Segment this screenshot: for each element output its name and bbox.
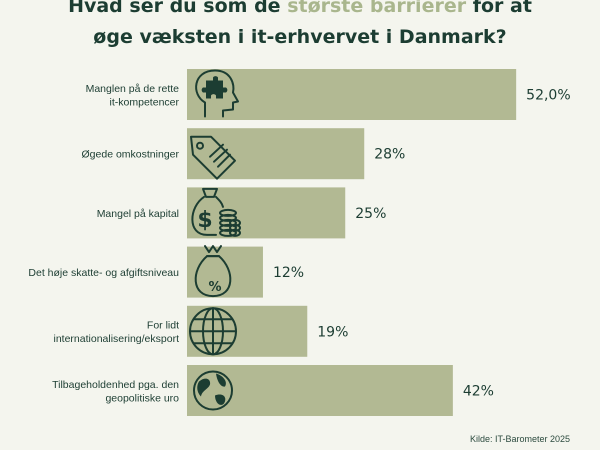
globe-grid-icon [189, 307, 237, 356]
percent-bag-icon: % [194, 245, 232, 298]
title-line-2: øge væksten i it-erhvervet i Danmark? [93, 26, 507, 48]
value-label: 42% [463, 384, 494, 400]
bar [187, 128, 365, 180]
category-label: Øgede omkostninger [82, 149, 180, 161]
category-label: Det høje skatte- og afgiftsniveau [28, 267, 179, 279]
svg-text:$: $ [197, 208, 212, 233]
category-label: Manglen på de rette it-kompetencer [86, 83, 180, 109]
value-label: 25% [355, 206, 386, 222]
price-tag-icon [190, 135, 236, 180]
value-label: 28% [374, 147, 405, 163]
source-note: Kilde: IT-Barometer 2025 [469, 434, 570, 444]
money-bag-coins-icon: $ [191, 187, 241, 237]
title-text-end: for at [466, 0, 532, 17]
value-label: 19% [317, 324, 348, 340]
category-label: Mangel på kapital [97, 208, 179, 220]
title-text: Hvad ser du som de [68, 0, 288, 17]
value-label: 12% [273, 265, 304, 281]
svg-text:%: % [208, 280, 221, 295]
title-line-1: Hvad ser du som de største barrierer for… [0, 0, 600, 22]
category-label: Tilbageholdenhed pga. den geopolitiske ur… [52, 379, 179, 405]
bar [187, 69, 517, 120]
chart-title: Hvad ser du som de største barrierer for… [0, 0, 600, 53]
category-label: For lidt internationalisering/eksport [54, 320, 180, 346]
title-highlight: største barrierer [287, 0, 467, 17]
bar [187, 246, 263, 298]
earth-icon [193, 370, 233, 411]
bar [187, 365, 453, 416]
value-label: 52,0% [526, 88, 570, 104]
head-puzzle-icon [195, 69, 239, 118]
